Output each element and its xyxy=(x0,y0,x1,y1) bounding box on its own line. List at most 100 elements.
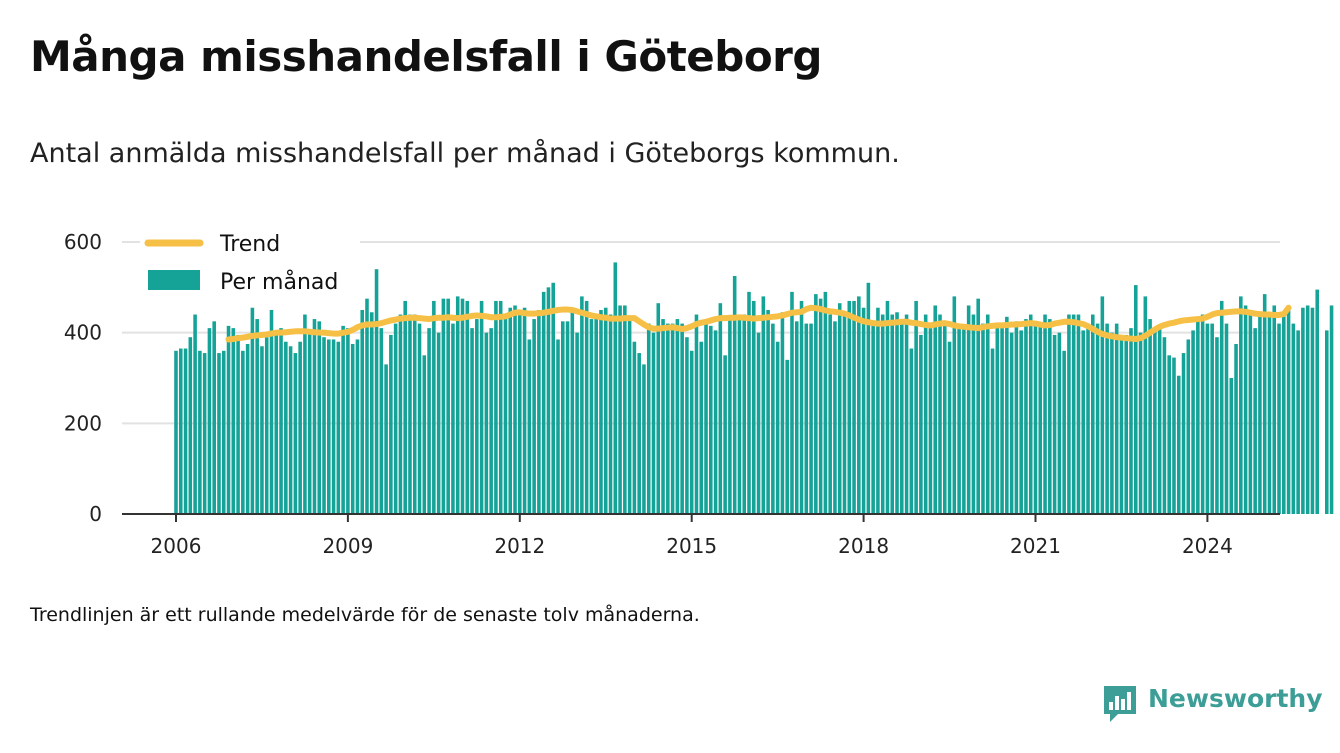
x-tick-label: 2009 xyxy=(322,534,373,558)
bar xyxy=(1048,319,1052,514)
bar xyxy=(670,323,675,514)
bar xyxy=(417,323,422,514)
bar xyxy=(1100,296,1105,514)
bar xyxy=(642,364,646,514)
bar xyxy=(284,341,288,514)
monthly-bars xyxy=(174,262,1334,514)
bar xyxy=(837,303,842,514)
bar xyxy=(317,321,322,514)
bar xyxy=(451,323,455,514)
bar xyxy=(1114,323,1119,514)
bar xyxy=(580,296,584,514)
bar xyxy=(1076,314,1081,514)
brand-name: Newsworthy xyxy=(1148,684,1323,713)
bar xyxy=(723,355,727,514)
bar xyxy=(1239,296,1243,514)
bar xyxy=(1138,332,1143,514)
bar xyxy=(556,339,560,514)
bar xyxy=(532,319,536,514)
bar xyxy=(207,328,212,514)
bar xyxy=(1219,300,1224,514)
brand-logo[interactable]: Newsworthy xyxy=(1102,682,1323,726)
bar xyxy=(1119,337,1124,514)
bar xyxy=(436,332,441,514)
bar xyxy=(608,314,613,514)
axes: 0 200 400 600 2006 2009 2012 2015 2018 2021 2024 xyxy=(64,230,1280,558)
bar xyxy=(603,307,608,514)
bar xyxy=(427,328,431,514)
bar xyxy=(785,359,789,514)
bar xyxy=(680,323,684,514)
bar xyxy=(1043,314,1047,514)
bar xyxy=(780,312,785,514)
bar xyxy=(312,319,317,514)
bar xyxy=(327,339,331,514)
bar xyxy=(494,300,498,514)
bar xyxy=(876,307,880,514)
bar xyxy=(369,312,374,514)
bar xyxy=(1172,357,1176,514)
bar xyxy=(985,314,990,514)
bar xyxy=(389,334,393,514)
bar xyxy=(904,314,909,514)
y-tick-label: 200 xyxy=(64,411,102,435)
bar xyxy=(814,294,818,514)
bar xyxy=(503,314,508,514)
bar xyxy=(498,300,503,514)
bar xyxy=(1086,323,1090,514)
bar xyxy=(599,310,603,514)
bar xyxy=(470,328,474,514)
bar xyxy=(594,316,598,514)
bar xyxy=(1110,332,1114,514)
bar xyxy=(231,328,236,514)
bar xyxy=(857,296,861,514)
bar xyxy=(661,319,665,514)
bar xyxy=(336,341,341,514)
bar xyxy=(226,325,231,514)
bar xyxy=(217,353,221,514)
bar xyxy=(346,328,350,514)
bar xyxy=(489,328,493,514)
bar xyxy=(914,300,918,514)
bar xyxy=(651,332,656,514)
bar xyxy=(575,332,579,514)
bar xyxy=(694,314,699,514)
bar xyxy=(202,353,207,514)
bar xyxy=(560,321,565,514)
bar xyxy=(709,325,713,514)
bar xyxy=(1143,296,1148,514)
legend-bar-label: Per månad xyxy=(220,269,338,295)
x-tick-label: 2006 xyxy=(151,534,202,558)
bar xyxy=(623,305,627,514)
bar xyxy=(866,282,871,514)
bar xyxy=(188,337,193,514)
bar xyxy=(1305,305,1310,514)
bar xyxy=(794,321,799,514)
bar xyxy=(742,314,747,514)
bar xyxy=(236,334,240,514)
bar xyxy=(1062,350,1066,514)
bar xyxy=(1186,339,1191,514)
bar xyxy=(1071,314,1076,514)
bar xyxy=(761,296,766,514)
bar xyxy=(408,314,412,514)
bar xyxy=(666,323,670,514)
bar xyxy=(976,298,980,514)
bar xyxy=(384,364,388,514)
bar xyxy=(193,314,197,514)
bar xyxy=(1248,310,1253,514)
bar xyxy=(322,337,326,514)
bar xyxy=(1105,323,1109,514)
bar xyxy=(775,341,780,514)
bar xyxy=(1215,337,1219,514)
bar xyxy=(1095,323,1100,514)
bar xyxy=(971,314,976,514)
bar xyxy=(1286,310,1291,514)
bar xyxy=(551,282,556,514)
bar xyxy=(656,303,661,514)
bar xyxy=(455,296,460,514)
bar xyxy=(1129,328,1133,514)
bar xyxy=(718,303,723,514)
bar xyxy=(675,319,680,514)
bar xyxy=(589,319,594,514)
